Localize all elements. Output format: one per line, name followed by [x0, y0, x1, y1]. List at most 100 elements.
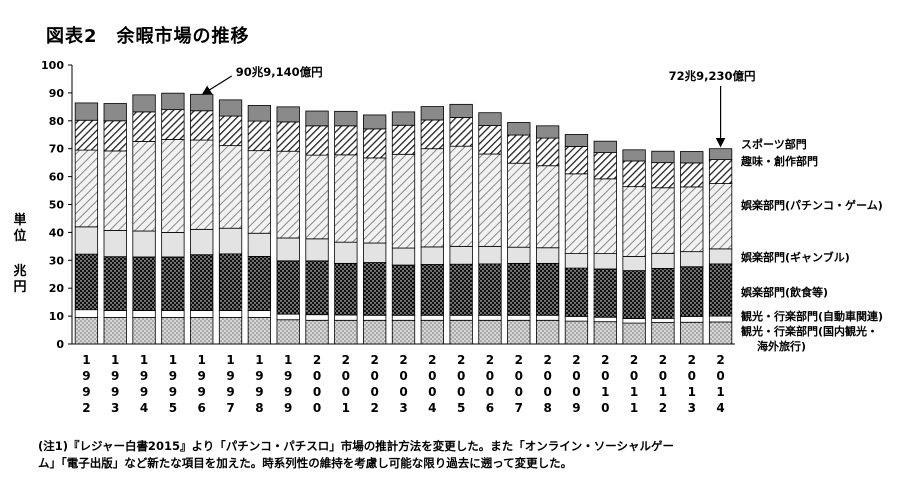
y-axis-label-char: 位: [13, 229, 27, 244]
bar-segment: [161, 139, 185, 233]
legend-label: 観光・行楽部門(自動車関連): [741, 309, 883, 323]
x-tick-label: 1: [169, 353, 177, 367]
bar-segment: [305, 125, 329, 156]
bar-segment: [478, 245, 502, 265]
bar-segment: [74, 226, 99, 255]
bar-segment: [363, 314, 387, 321]
bar-segment: [420, 319, 444, 345]
y-tick-label: 60: [49, 171, 65, 184]
x-tick-label: 0: [428, 385, 436, 399]
x-tick-label: 0: [399, 385, 407, 399]
bar-segment: [708, 321, 733, 345]
legend-label: 娯楽部門(パチンコ・ゲーム): [741, 198, 883, 212]
bar-segment: [305, 238, 329, 262]
y-tick-label: 10: [49, 310, 65, 323]
bar-segment: [593, 140, 617, 154]
bar-segment: [449, 103, 473, 118]
x-tick-label: 0: [428, 369, 436, 383]
y-tick-label: 40: [49, 226, 65, 239]
bar-segment: [622, 149, 646, 162]
legend-label: 観光・行楽部門(国内観光・: [741, 324, 878, 338]
x-tick-label: 2: [82, 401, 90, 415]
bar-segment: [535, 262, 560, 316]
bar-segment: [507, 122, 531, 136]
bar-segment: [680, 151, 704, 164]
bar-segment: [334, 262, 358, 316]
x-tick-label: 9: [82, 369, 90, 383]
bar-segment: [334, 314, 358, 321]
x-tick-label: 2: [659, 401, 667, 415]
bar-segment: [103, 256, 127, 311]
x-tick-label: 6: [198, 401, 206, 415]
x-tick-label: 9: [198, 369, 206, 383]
bar-segment: [651, 150, 675, 164]
bar-segment: [218, 317, 243, 345]
x-tick-label: 9: [140, 385, 148, 399]
bar-segment: [420, 314, 444, 321]
annotation-label: 90兆9,140億円: [236, 65, 323, 79]
bar-segment: [449, 117, 473, 147]
bar-segment: [391, 264, 416, 316]
x-tick-label: 9: [284, 369, 292, 383]
x-tick-label: 2: [716, 353, 724, 367]
bar-segment: [190, 310, 214, 318]
x-tick-label: 3: [399, 401, 407, 415]
y-tick-label: 70: [49, 143, 65, 156]
annotation-label: 72兆9,230億円: [669, 69, 756, 83]
bar-segment: [190, 228, 214, 256]
bar-segment: [535, 125, 560, 139]
x-tick-label: 2: [515, 353, 523, 367]
bar-segment: [74, 317, 99, 345]
bar-segment: [391, 247, 416, 266]
bar-segment: [334, 110, 358, 127]
bar-segment: [276, 260, 300, 315]
bar-segment: [391, 153, 416, 249]
x-tick-label: 1: [226, 353, 234, 367]
x-tick-label: 5: [457, 401, 465, 415]
bar-segment: [74, 253, 99, 311]
x-tick-label: 1: [601, 385, 609, 399]
bar-segment: [132, 94, 156, 113]
x-tick-label: 1: [630, 385, 638, 399]
y-tick-label: 80: [49, 115, 65, 128]
bar-segment: [708, 315, 733, 323]
bar-segment: [593, 152, 617, 180]
bar-segment: [651, 267, 675, 319]
bar-segment: [247, 232, 272, 257]
bar-segment: [708, 159, 733, 184]
y-axis-label-char: 円: [13, 280, 27, 295]
bar-segment: [391, 314, 416, 321]
bar-segment: [247, 150, 272, 234]
footnote-line: (注1)『レジャー白書2015』より「パチンコ・パチスロ」市場の推計方法を変更し…: [38, 439, 674, 453]
bar-segment: [161, 256, 185, 311]
x-tick-label: 3: [688, 401, 696, 415]
bar-segment: [305, 314, 329, 321]
bar-segment: [680, 251, 704, 268]
x-tick-label: 9: [111, 385, 119, 399]
bar-segment: [535, 319, 560, 345]
bar-segment: [334, 319, 358, 345]
x-tick-label: 2: [601, 353, 609, 367]
bar-segment: [132, 230, 156, 258]
x-tick-label: 0: [572, 385, 580, 399]
bar-segment: [132, 256, 156, 311]
bar-segment: [334, 154, 358, 243]
bar-segment: [564, 134, 589, 147]
bar-segment: [190, 110, 214, 141]
x-tick-label: 9: [140, 369, 148, 383]
bar-segment: [132, 141, 156, 232]
bar-segment: [622, 160, 646, 188]
legend-label: 娯楽部門(飲食等): [741, 285, 828, 299]
x-tick-label: 1: [111, 353, 119, 367]
bar-segment: [622, 322, 646, 345]
x-tick-label: 0: [572, 369, 580, 383]
bar-segment: [363, 128, 387, 159]
x-tick-label: 0: [659, 369, 667, 383]
x-tick-label: 1: [630, 401, 638, 415]
bar-segment: [74, 119, 99, 151]
bar-segment: [74, 309, 99, 318]
x-tick-label: 0: [515, 369, 523, 383]
x-tick-label: 0: [601, 401, 609, 415]
legend-label: 趣味・創作部門: [740, 154, 818, 168]
x-tick-label: 0: [370, 385, 378, 399]
